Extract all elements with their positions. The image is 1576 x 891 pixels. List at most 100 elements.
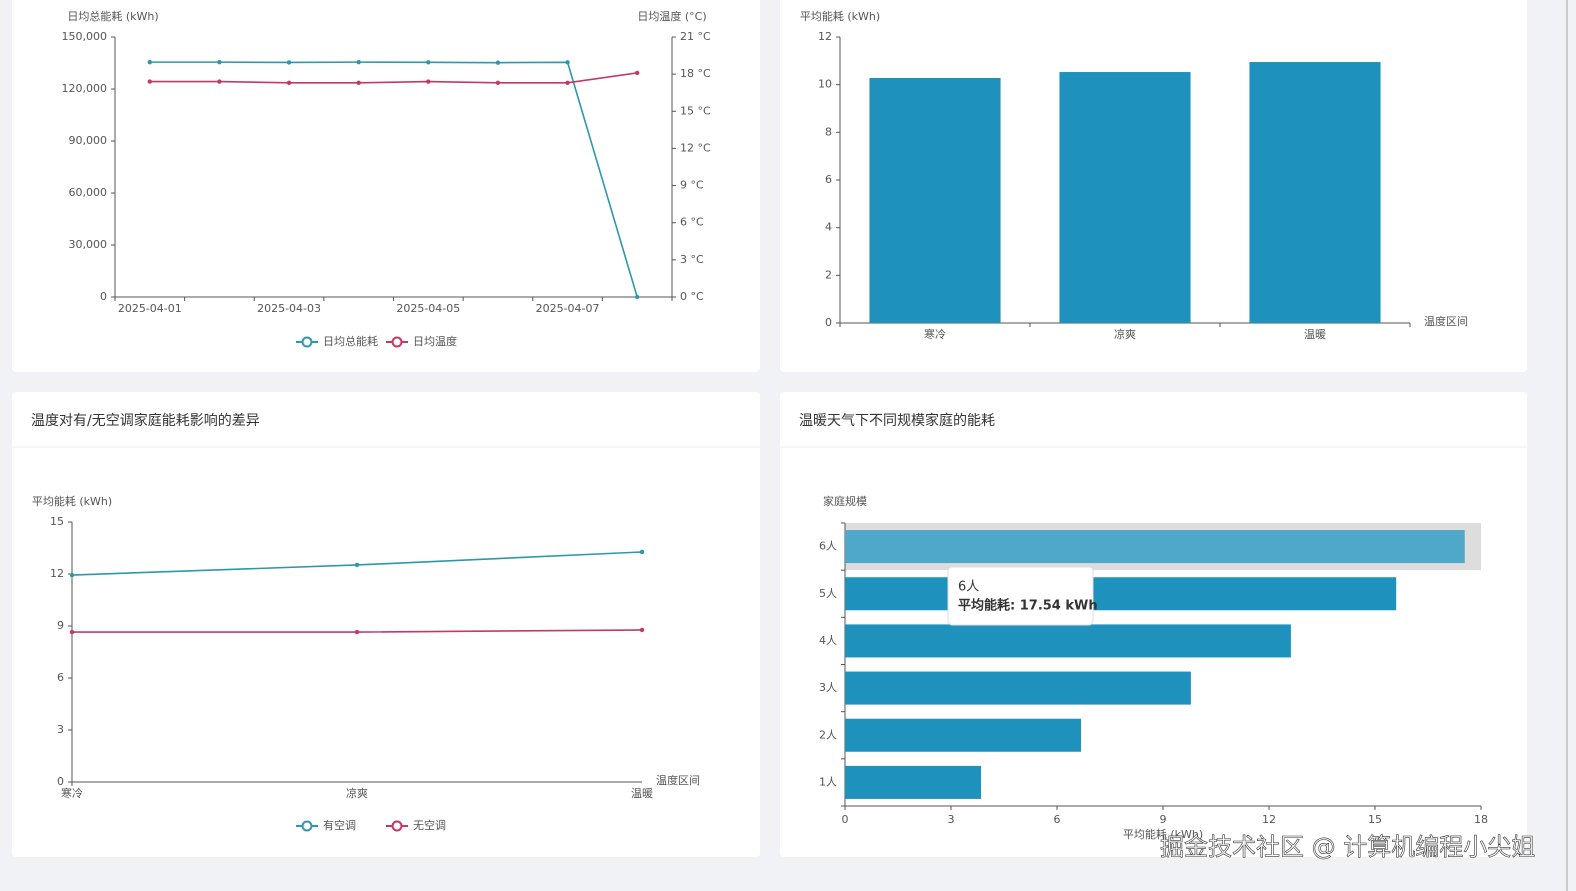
point — [286, 60, 292, 65]
bar — [845, 624, 1291, 658]
legend-label: 日均总能耗 — [323, 334, 378, 348]
y-tick-label: 6 — [57, 671, 64, 684]
y-tick-label: 1人 — [819, 775, 837, 788]
bar — [1249, 62, 1381, 324]
point — [147, 59, 153, 65]
bar — [845, 765, 982, 799]
x-tick-label: 18 — [1474, 813, 1488, 826]
point — [217, 79, 222, 84]
y-tick-label: 120,000 — [62, 82, 108, 95]
x-tick-label: 2025-04-07 — [536, 302, 600, 315]
card — [12, 0, 760, 372]
y-tick-label: 30,000 — [69, 238, 108, 251]
y2-tick-label: 12 °C — [680, 141, 711, 154]
point — [286, 80, 292, 86]
y-tick-label: 12 — [50, 567, 64, 580]
legend-label: 无空调 — [413, 818, 446, 832]
legend-icon — [301, 820, 313, 832]
legend-icon — [391, 820, 403, 832]
x-tick-label: 凉爽 — [1114, 327, 1136, 341]
bar — [869, 77, 1001, 323]
y2-tick-label: 3 °C — [680, 253, 704, 266]
y-tick-label: 60,000 — [69, 186, 108, 199]
y-tick-label: 0 — [57, 775, 64, 788]
y-tick-label: 150,000 — [62, 30, 108, 43]
x-tick-label: 温暖 — [631, 787, 653, 800]
y-tick-label: 90,000 — [69, 134, 108, 147]
y-tick-label: 4 — [825, 221, 832, 234]
tooltip-title: 6人 — [958, 580, 979, 595]
y-tick-label: 8 — [825, 125, 832, 138]
y2-tick-label: 6 °C — [680, 216, 704, 229]
bar — [845, 530, 1465, 564]
y2-tick-label: 15 °C — [680, 104, 711, 117]
x-axis-label: 平均能耗 (kWh) — [1123, 827, 1203, 841]
x-tick-label: 寒冷 — [924, 327, 946, 341]
bar — [1059, 72, 1191, 323]
x-tick-label: 0 — [842, 813, 849, 826]
y-axis-label: 日均总能耗 (kWh) — [67, 9, 158, 23]
x-tick-label: 12 — [1262, 813, 1276, 826]
tooltip-label: 平均能耗: 17.54 kWh — [958, 598, 1098, 614]
scrollbar[interactable] — [1566, 0, 1568, 891]
x-tick-label: 2025-04-05 — [396, 302, 460, 315]
y-tick-label: 6 — [825, 173, 832, 186]
legend-icon — [301, 336, 313, 348]
y-tick-label: 0 — [825, 316, 832, 329]
legend-icon — [391, 336, 403, 348]
point — [354, 562, 360, 568]
y-tick-label: 3 — [57, 723, 64, 736]
y2-tick-label: 21 °C — [680, 30, 711, 43]
y2-tick-label: 0 °C — [680, 290, 704, 303]
point — [495, 60, 501, 65]
x-tick-label: 2025-04-01 — [118, 302, 182, 315]
tooltip — [947, 566, 1094, 626]
x-tick-label: 寒冷 — [61, 786, 83, 800]
point — [356, 59, 361, 65]
y2-tick-label: 9 °C — [680, 179, 704, 192]
y-tick-label: 3人 — [819, 681, 837, 694]
y-tick-label: 6人 — [819, 540, 837, 553]
x-tick-label: 15 — [1368, 813, 1382, 826]
y2-tick-label: 18 °C — [680, 67, 711, 80]
y-tick-label: 4人 — [819, 634, 837, 647]
point — [565, 60, 570, 65]
legend-label: 日均温度 — [413, 334, 457, 348]
x-tick-label: 9 — [1160, 813, 1167, 826]
point — [69, 572, 75, 578]
x-tick-label: 2025-04-03 — [257, 302, 321, 315]
point — [354, 629, 360, 635]
y2-axis-label: 日均温度 (°C) — [637, 9, 706, 23]
y-tick-label: 2 — [825, 268, 832, 281]
point — [147, 79, 153, 84]
x-axis-label: 温度区间 — [1424, 314, 1468, 328]
card-title: 温度对有/无空调家庭能耗影响的差异 — [31, 412, 260, 429]
point — [495, 80, 501, 86]
point — [565, 80, 570, 86]
point — [634, 294, 640, 300]
y-tick-label: 10 — [818, 78, 832, 91]
x-axis-label: 温度区间 — [656, 773, 700, 787]
y-axis-label: 家庭规模 — [823, 494, 867, 508]
point — [426, 60, 431, 65]
x-tick-label: 温暖 — [1304, 328, 1326, 341]
bar — [845, 671, 1191, 705]
watermark: 掘金技术社区 @ 计算机编程小尖姐 — [1160, 833, 1535, 861]
x-tick-label: 凉爽 — [346, 786, 368, 800]
point — [426, 79, 431, 84]
bar — [845, 718, 1082, 752]
y-tick-label: 9 — [57, 619, 64, 632]
y-tick-label: 0 — [100, 290, 107, 303]
point — [639, 549, 645, 555]
x-tick-label: 6 — [1054, 813, 1061, 826]
y-axis-label: 平均能耗 (kWh) — [800, 9, 880, 23]
point — [639, 627, 645, 633]
point — [634, 70, 640, 76]
y-tick-label: 2人 — [819, 728, 837, 741]
card — [12, 392, 760, 857]
x-tick-label: 3 — [948, 813, 955, 826]
y-tick-label: 5人 — [819, 587, 837, 600]
bar — [845, 577, 1397, 611]
